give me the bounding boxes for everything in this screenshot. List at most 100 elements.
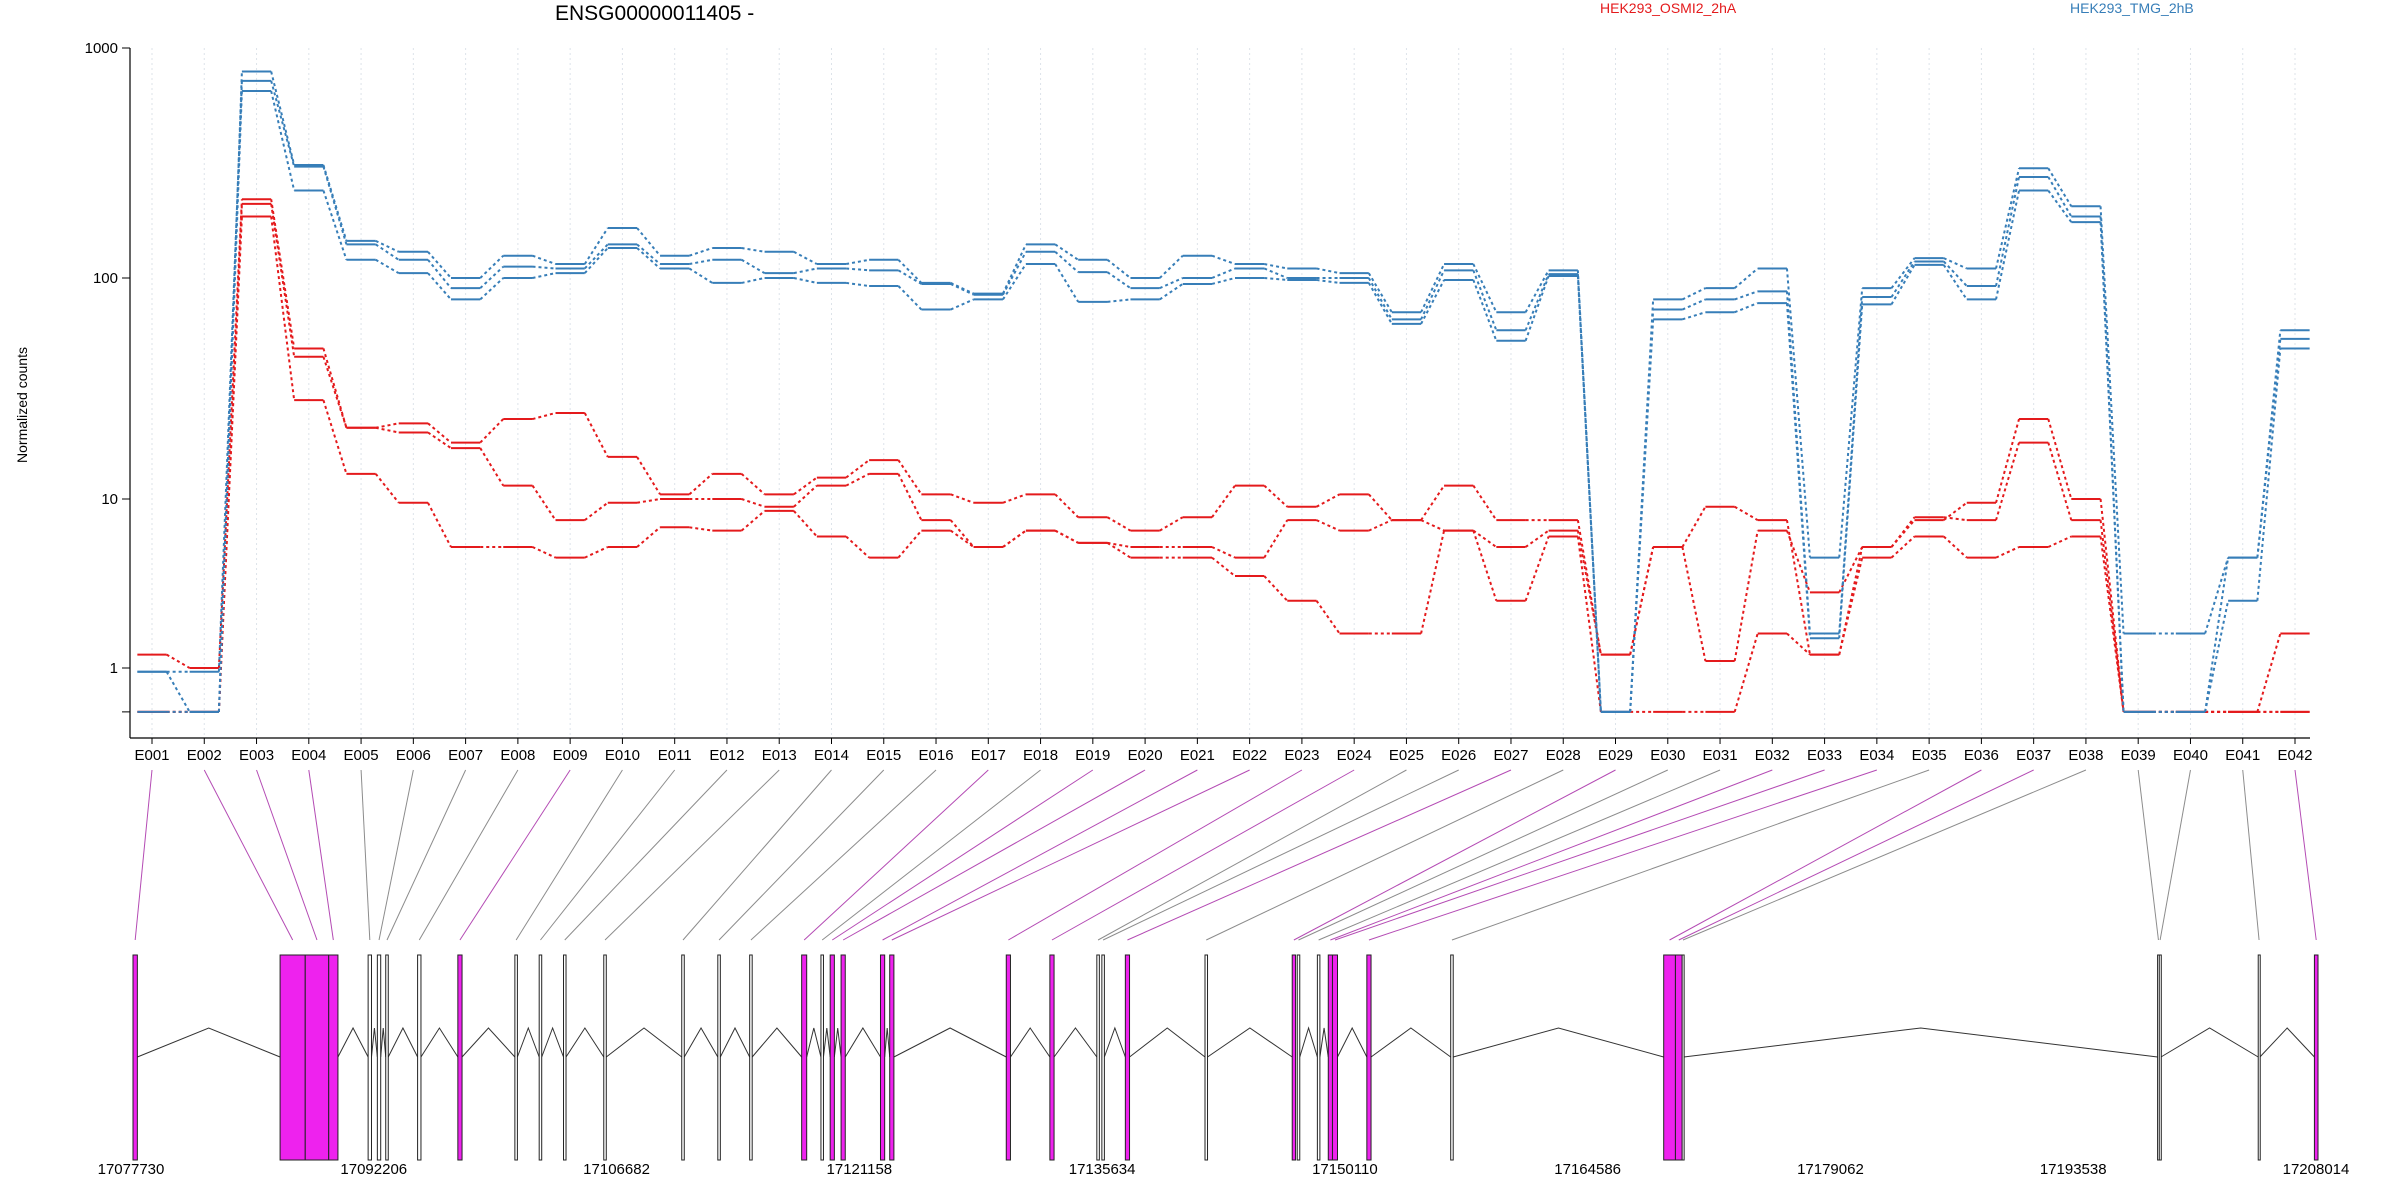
x-tick-label: E027 [1493, 747, 1528, 764]
exon-mapping-line [1682, 769, 2087, 941]
series-connector [740, 473, 766, 496]
series-connector [1367, 272, 1393, 313]
intron-line [833, 1027, 842, 1058]
exon-mapping-line [2294, 769, 2317, 941]
series-connector [532, 254, 556, 265]
series-connector [584, 247, 609, 274]
series-connector [1159, 283, 1184, 301]
exon-box [2257, 954, 2261, 1161]
series-connector [479, 277, 504, 301]
intron-line [516, 1026, 540, 1058]
intron-line [2259, 1027, 2315, 1058]
intron-line [884, 1027, 891, 1058]
exon-mapping-line [1298, 769, 1668, 941]
series-connector [375, 426, 399, 434]
exon-mapping-line [1451, 769, 1930, 941]
exon-box [1674, 954, 1683, 1161]
series-connector [270, 203, 296, 357]
intron-line [893, 1027, 1007, 1058]
x-tick-label: E042 [2277, 747, 2312, 764]
series-connector [793, 267, 818, 275]
series-connector [741, 498, 765, 508]
series-connector [1524, 273, 1550, 331]
series-connector [1890, 535, 1916, 559]
series-connector [950, 283, 975, 296]
series-connector [270, 216, 296, 401]
exon-mapping-line [803, 769, 989, 941]
exon-box [1316, 954, 1321, 1161]
genomic-coordinate-label: 17092206 [340, 1161, 407, 1178]
series-connector [2047, 535, 2072, 548]
series-connector [2204, 557, 2230, 713]
series-connector [375, 239, 400, 253]
series-connector [479, 447, 505, 487]
exon-box [304, 954, 330, 1161]
exon-mapping-line [821, 769, 1041, 941]
exon-mapping-line [2159, 769, 2191, 941]
series-connector [1838, 557, 1864, 655]
series-connector [1682, 311, 1706, 321]
exon-box [563, 954, 567, 1161]
x-tick-label: E037 [2016, 747, 2051, 764]
series-connector [949, 519, 975, 548]
intron-line [806, 1027, 822, 1058]
intron-line [337, 1026, 369, 1058]
series-connector [793, 277, 818, 284]
series-connector [1733, 530, 1759, 662]
series-connector [2204, 557, 2230, 634]
series-connector [1316, 267, 1340, 275]
series-connector [1942, 264, 1968, 300]
exon-mapping-line [1102, 769, 1459, 941]
series-connector [2256, 348, 2282, 601]
exon-mapping-line [604, 769, 780, 941]
genomic-coordinate-label: 17179062 [1797, 1161, 1864, 1178]
series-connector [427, 502, 452, 548]
exon-mapping-line [540, 769, 676, 941]
exon-box [717, 954, 721, 1161]
genomic-coordinate-label: 17164586 [1554, 1161, 1621, 1178]
series-connector [636, 498, 661, 504]
exon-box [1366, 954, 1372, 1161]
series-connector [1995, 176, 2021, 287]
series-connector [1472, 269, 1498, 331]
exon-mapping-line [1330, 769, 1773, 941]
intron-line [137, 1027, 281, 1058]
series-connector [322, 166, 348, 245]
series-connector [845, 459, 870, 479]
x-tick-label: E041 [2225, 747, 2260, 764]
series-connector [1263, 575, 1288, 602]
intron-line [1337, 1026, 1368, 1058]
x-tick-label: E039 [2121, 747, 2156, 764]
exon-mapping-line [1127, 769, 1512, 941]
series-connector [217, 80, 243, 672]
series-connector [636, 227, 661, 257]
exon-mapping-line [308, 769, 334, 941]
series-connector [845, 472, 870, 487]
x-tick-label: E021 [1180, 747, 1215, 764]
series-connector [1263, 267, 1288, 279]
series-connector [1106, 542, 1132, 559]
x-tick-label: E036 [1964, 747, 1999, 764]
exon-box [1124, 954, 1131, 1161]
exon-box [1291, 954, 1297, 1161]
x-tick-label: E031 [1703, 747, 1738, 764]
intron-line [751, 1027, 803, 1058]
series-connector [1367, 282, 1393, 325]
x-tick-label: E010 [605, 747, 640, 764]
series-connector [1786, 530, 1811, 593]
series-connector [1629, 546, 1655, 655]
intron-line [1453, 1027, 1664, 1058]
series-connector [1316, 278, 1340, 284]
series-connector [1420, 279, 1445, 325]
series-connector [1002, 251, 1027, 296]
exon-mapping-line [831, 769, 1094, 941]
series-connector [950, 493, 975, 504]
x-tick-label: E008 [500, 747, 535, 764]
series-connector [793, 250, 818, 265]
series-connector [636, 526, 661, 548]
exon-box [1096, 954, 1100, 1161]
series-connector [1420, 519, 1445, 532]
exon-box [367, 954, 372, 1161]
exon-box [879, 954, 886, 1161]
